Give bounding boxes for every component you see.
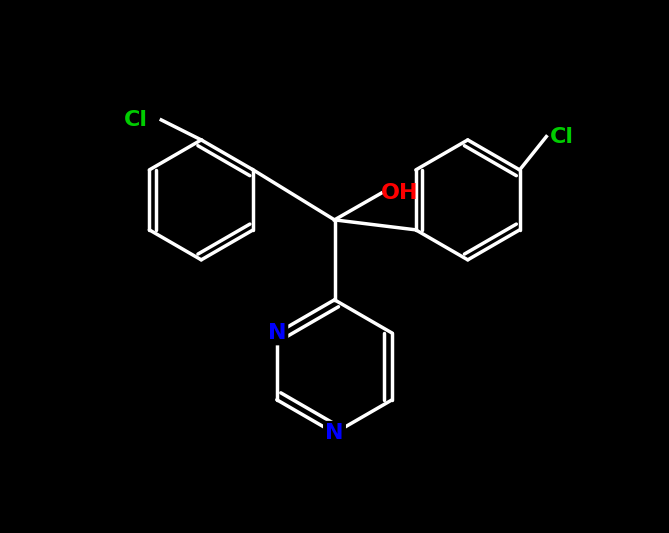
Text: Cl: Cl <box>550 126 573 147</box>
Text: Cl: Cl <box>124 110 148 130</box>
Text: N: N <box>325 423 344 443</box>
Text: N: N <box>268 323 286 343</box>
Text: OH: OH <box>381 183 419 203</box>
